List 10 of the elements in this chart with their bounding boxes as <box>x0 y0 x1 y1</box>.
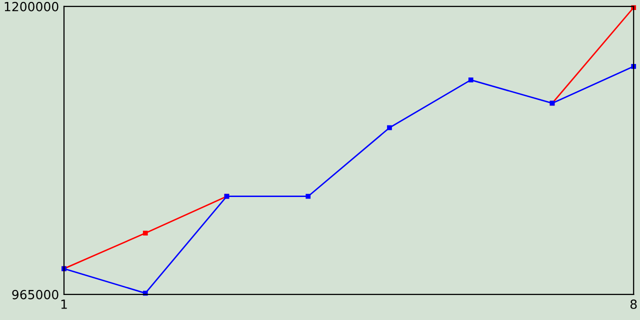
point <box>142 230 148 236</box>
point <box>142 290 148 296</box>
x-tick-label: 1 <box>61 300 67 309</box>
point <box>468 78 474 82</box>
point <box>387 125 392 130</box>
y-tick-label: 1200000 <box>4 2 58 12</box>
x-tick-label: 8 <box>630 299 637 309</box>
y-tick-label: 965000 <box>12 290 58 300</box>
point <box>306 194 311 199</box>
point <box>631 64 636 69</box>
